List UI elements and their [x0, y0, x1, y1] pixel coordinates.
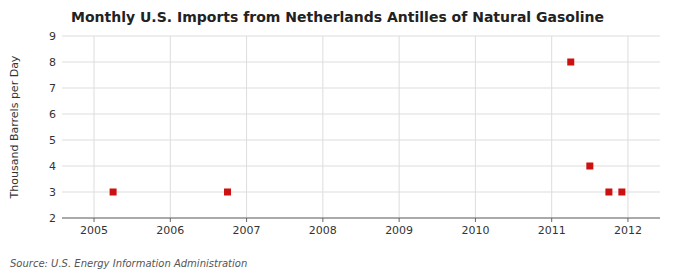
x-grid-line: [551, 36, 552, 218]
x-tick-label: 2011: [538, 224, 566, 237]
y-tick-label: 5: [49, 134, 56, 147]
y-grid-line: [62, 192, 660, 193]
x-tick-label: 2009: [385, 224, 413, 237]
y-grid-line: [62, 218, 660, 219]
point: [110, 189, 117, 196]
x-tick: [170, 218, 171, 222]
x-tick-label: 2007: [233, 224, 261, 237]
x-grid-line: [246, 36, 247, 218]
point: [567, 59, 574, 66]
x-tick-label: 2012: [614, 224, 642, 237]
chart-svg: 2005 2006 2007 2008 2009 2010 2011 2012 2 3 4 5 6 7 8 9…: [0, 0, 675, 275]
x-tick-label: 2010: [461, 224, 489, 237]
x-tick-label: 2005: [80, 224, 108, 237]
x-tick-label: 2006: [156, 224, 184, 237]
chart-container: 2005 2006 2007 2008 2009 2010 2011 2012 2 3 4 5 6 7 8 9…: [0, 0, 675, 275]
x-grid-line: [475, 36, 476, 218]
x-axis-line: [62, 218, 660, 219]
points: [110, 59, 626, 196]
point: [618, 189, 625, 196]
y-grid-line: [62, 36, 660, 37]
y-tick-label: 2: [49, 212, 56, 225]
x-tick: [322, 218, 323, 222]
y-grid-line: [62, 88, 660, 89]
x-tick: [94, 218, 95, 222]
y-tick-label: 4: [49, 160, 56, 173]
y-grid-line: [62, 114, 660, 115]
x-tick: [627, 218, 628, 222]
y-tick-label: 9: [49, 30, 56, 43]
y-tick-label: 3: [49, 186, 56, 199]
source: Source: U.S. Energy Information Administ…: [10, 258, 247, 269]
y-grid-line: [62, 166, 660, 167]
x-grid-line: [627, 36, 628, 218]
y-axis: 2 3 4 5 6 7 8 9: [49, 30, 56, 225]
grid: [62, 36, 660, 218]
x-tick: [475, 218, 476, 222]
x-grid-line: [94, 36, 95, 218]
point: [586, 163, 593, 170]
title: Monthly U.S. Imports from Netherlands An…: [71, 9, 604, 25]
y-tick-label: 6: [49, 108, 56, 121]
point: [224, 189, 231, 196]
x-tick: [551, 218, 552, 222]
x-grid-line: [170, 36, 171, 218]
y-axis-label: Thousand Barrels per Day: [8, 55, 21, 199]
x-tick: [399, 218, 400, 222]
x-grid-line: [399, 36, 400, 218]
y-tick-label: 7: [49, 82, 56, 95]
y-grid-line: [62, 140, 660, 141]
x-axis: 2005 2006 2007 2008 2009 2010 2011 2012: [80, 218, 642, 237]
x-grid-line: [322, 36, 323, 218]
point: [605, 189, 612, 196]
x-tick-label: 2008: [309, 224, 337, 237]
y-tick-label: 8: [49, 56, 56, 69]
x-tick: [246, 218, 247, 222]
